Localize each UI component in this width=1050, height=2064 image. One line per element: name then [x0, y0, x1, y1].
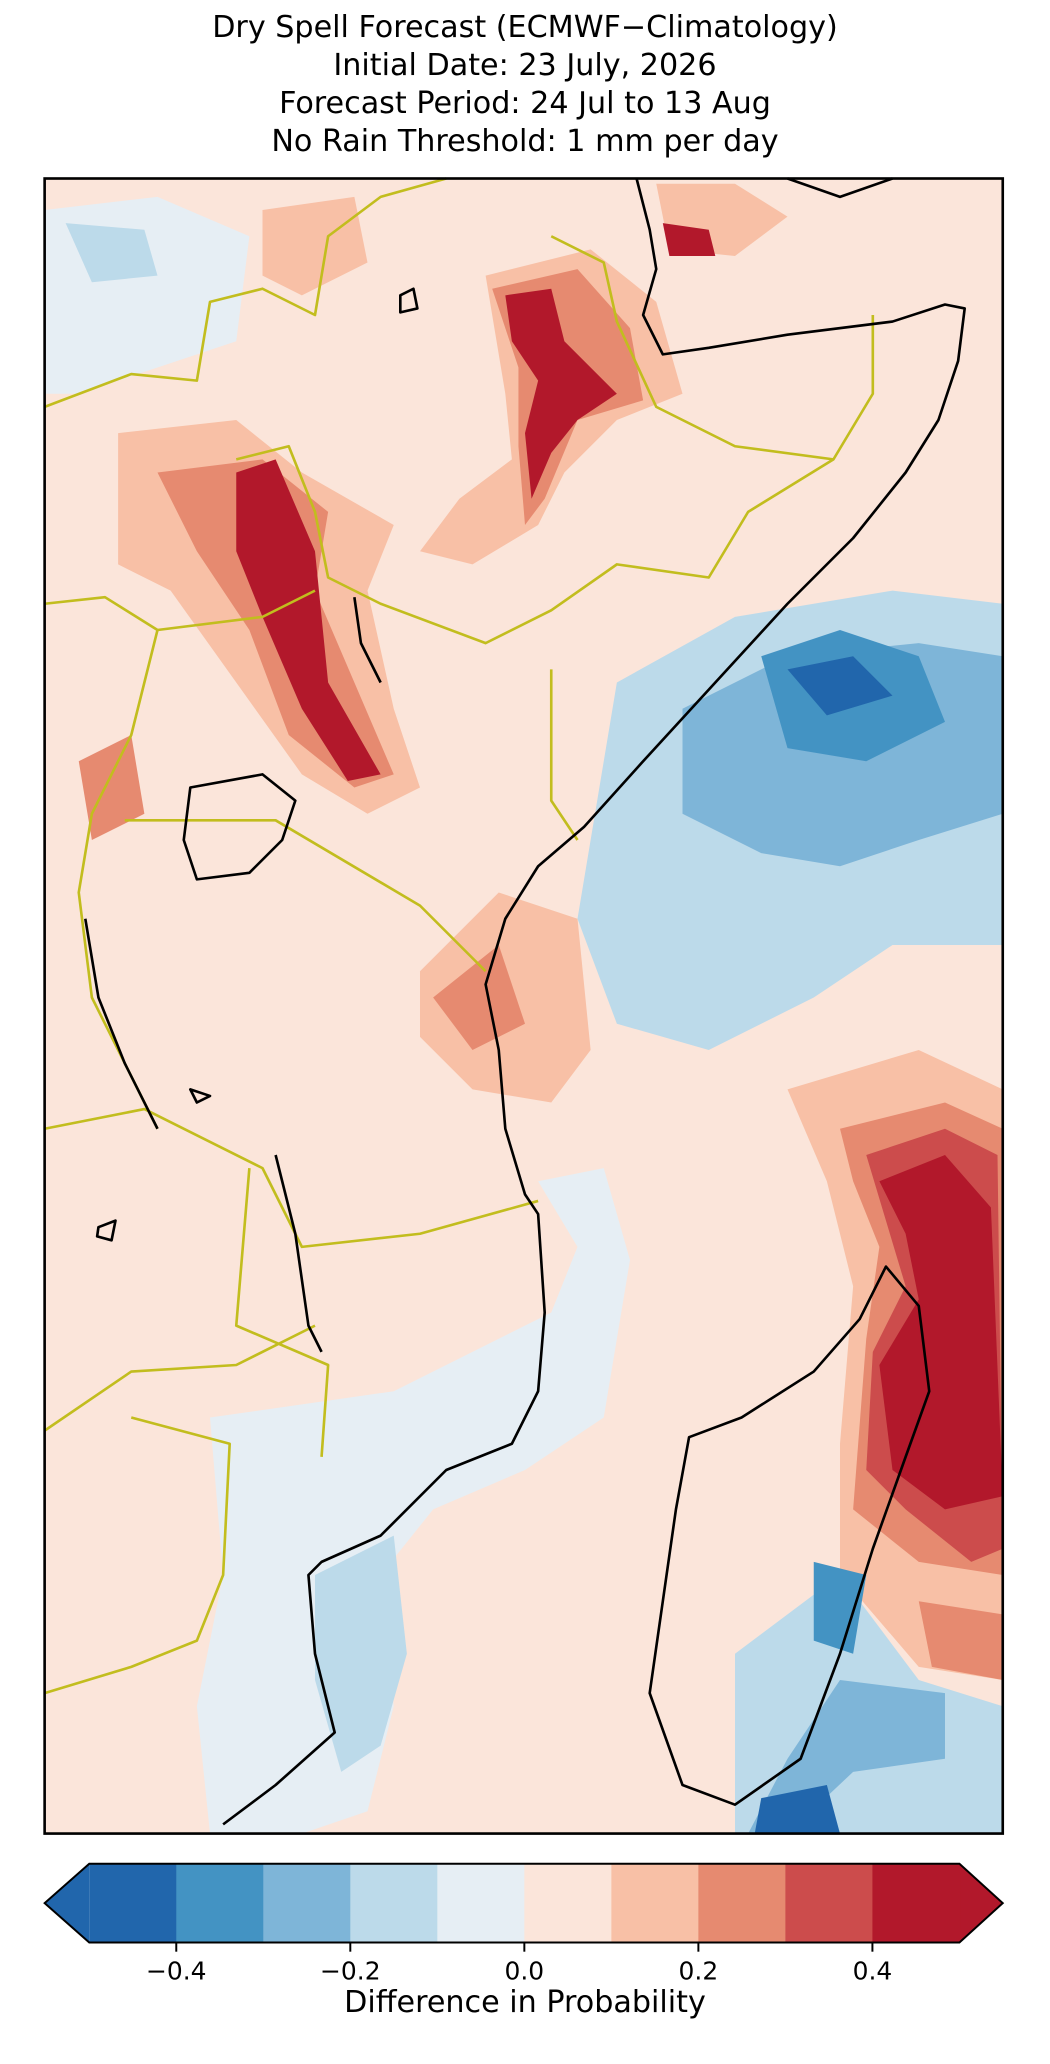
anomaly-patch [754, 1785, 840, 1834]
colorbar-bin [785, 1863, 874, 1943]
lake-outline [95, 287, 419, 1242]
anomaly-patch [918, 1601, 1003, 1681]
country-border [550, 235, 834, 461]
colorbar-tick-label: 0.0 [505, 1956, 545, 1985]
colorbar-bin [611, 1863, 700, 1943]
colorbar-bin [524, 1863, 613, 1943]
anomaly-patch [662, 223, 716, 256]
colorbar-tick-label: −0.4 [146, 1956, 207, 1985]
colorbar-extend-max [959, 1863, 1003, 1943]
colorbar-tick-label: 0.4 [853, 1956, 893, 1985]
title-line: Forecast Period: 24 Jul to 13 Aug [279, 86, 771, 121]
coastline [222, 178, 966, 1826]
coastline [787, 177, 893, 199]
colorbar-outline [43, 1862, 1005, 1944]
title-line: Dry Spell Forecast (ECMWF−Climatology) [212, 10, 838, 45]
anomaly-patch [813, 1561, 867, 1654]
country-border [43, 1168, 330, 1695]
map [43, 177, 1005, 1835]
colorbar: −0.4 −0.2 0.0 0.2 0.4 Difference in Probabili… [43, 1862, 1005, 2020]
map-frame [43, 177, 1005, 1835]
colorbar-bin [698, 1863, 787, 1943]
colorbar-bin [263, 1863, 351, 1943]
country-border [549, 669, 579, 841]
anomaly-patch [196, 1168, 630, 1834]
title-line: Initial Date: 23 July, 2026 [333, 48, 716, 83]
country-border [124, 819, 487, 973]
lake-outline [353, 597, 382, 684]
title-block: Dry Spell Forecast (ECMWF−Climatology)In… [212, 10, 838, 159]
lake-outline [84, 918, 323, 1353]
coastline [648, 1265, 931, 1807]
anomaly-patch [262, 196, 368, 296]
country-border [44, 1107, 539, 1249]
colorbar-bin [89, 1863, 177, 1943]
colorbar-label: Difference in Probability [344, 1985, 706, 2020]
lake-outline [182, 773, 297, 881]
anomaly-patch [433, 945, 525, 1051]
anomaly-patch [879, 1155, 1003, 1510]
anomaly-patch [505, 288, 617, 499]
colorbar-extend-min [44, 1863, 90, 1943]
country-border [44, 177, 447, 409]
anomaly-patch [236, 459, 381, 781]
anomaly-patch [315, 1535, 407, 1772]
colorbar-bin [437, 1863, 525, 1943]
colorbar-tick-label: 0.2 [679, 1956, 719, 1985]
title-line: No Rain Threshold: 1 mm per day [271, 124, 778, 159]
colorbar-bin [350, 1863, 438, 1943]
colorbar-tick-label: −0.2 [320, 1956, 381, 1985]
anomaly-patch [787, 656, 893, 716]
colorbar-bin [176, 1863, 264, 1943]
anomaly-patch [78, 735, 145, 841]
colorbar-bin [872, 1863, 961, 1943]
anomaly-patch [65, 223, 158, 283]
